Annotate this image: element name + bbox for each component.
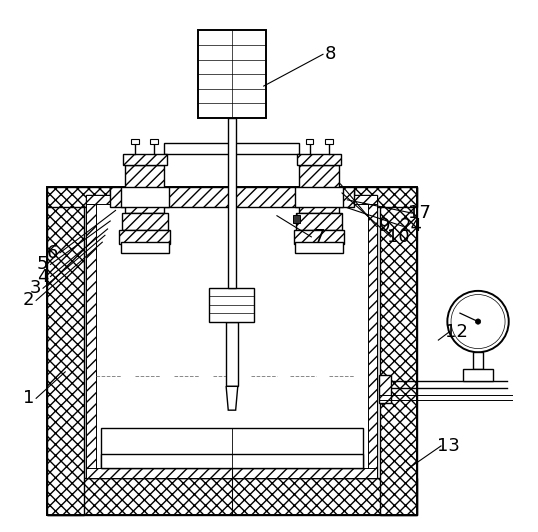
Bar (101, 454, 363, 468)
Bar (379, 375, 391, 403)
Bar (87, 195, 378, 478)
Text: 8: 8 (325, 45, 337, 63)
Text: 13: 13 (437, 437, 461, 455)
Text: 4: 4 (37, 268, 48, 286)
Bar (294, 230, 344, 244)
Text: 9: 9 (379, 217, 390, 235)
Polygon shape (226, 386, 238, 410)
Bar (293, 215, 301, 222)
Bar (325, 139, 332, 144)
Bar (226, 322, 238, 386)
Bar (296, 195, 378, 204)
Bar (473, 352, 483, 369)
Text: 2: 2 (23, 292, 34, 310)
Bar (123, 154, 167, 165)
Bar (300, 165, 339, 213)
Bar (47, 478, 417, 515)
Bar (47, 187, 84, 515)
Bar (125, 165, 165, 213)
Bar (380, 187, 417, 515)
Bar (87, 195, 168, 204)
Bar (296, 213, 342, 230)
Circle shape (451, 295, 505, 348)
Text: 10: 10 (387, 228, 410, 246)
Bar (121, 187, 169, 207)
Text: 7: 7 (314, 228, 325, 246)
Bar (151, 139, 158, 144)
Bar (298, 154, 341, 165)
Bar (295, 187, 343, 207)
Bar (165, 143, 300, 154)
Text: 24: 24 (399, 217, 422, 235)
Text: 12: 12 (445, 323, 468, 341)
Bar (228, 118, 236, 288)
Bar (47, 187, 110, 207)
Bar (131, 139, 139, 144)
Bar (87, 195, 96, 478)
Bar (119, 230, 170, 244)
Bar (295, 242, 343, 253)
Bar (47, 187, 417, 515)
Bar (354, 187, 417, 207)
Text: 3: 3 (30, 279, 41, 297)
Bar (101, 428, 363, 468)
Bar (122, 213, 168, 230)
Circle shape (476, 319, 480, 324)
Bar (209, 288, 254, 322)
Text: 17: 17 (408, 204, 431, 222)
Bar (306, 139, 314, 144)
Text: 5: 5 (37, 255, 48, 273)
Bar (87, 468, 378, 478)
Bar (110, 187, 354, 207)
Bar (121, 242, 169, 253)
Bar (463, 369, 493, 381)
Text: 6: 6 (46, 244, 58, 262)
Circle shape (448, 291, 509, 352)
Bar (368, 195, 378, 478)
Text: 1: 1 (23, 389, 34, 408)
Bar (197, 30, 266, 118)
